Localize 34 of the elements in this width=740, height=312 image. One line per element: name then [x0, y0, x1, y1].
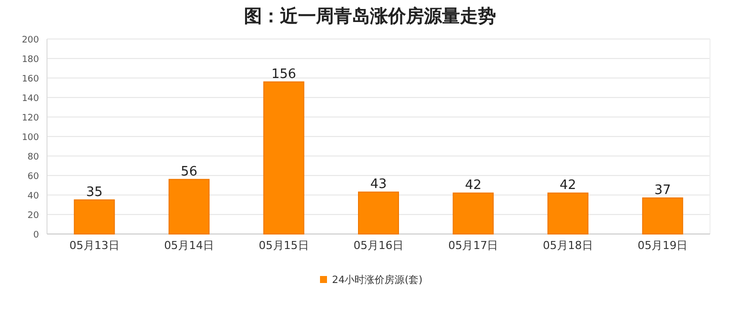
y-tick-label: 40 — [28, 192, 40, 202]
bar — [452, 192, 494, 234]
x-tick-label: 05月14日 — [164, 239, 214, 252]
bar — [263, 81, 304, 234]
y-tick-label: 120 — [22, 114, 40, 124]
bar — [547, 192, 588, 234]
y-tick-label: 100 — [22, 133, 40, 143]
x-tick-label: 05月16日 — [354, 239, 404, 252]
y-tick-label: 160 — [22, 74, 40, 84]
x-tick-label: 05月15日 — [258, 239, 309, 252]
y-tick-label: 200 — [22, 36, 40, 46]
y-tick-label: 0 — [33, 230, 40, 240]
data-label: 42 — [464, 178, 482, 194]
x-tick-label: 05月18日 — [542, 239, 593, 252]
y-tick-label: 140 — [22, 94, 40, 104]
bar — [358, 192, 399, 234]
x-tick-label: 05月17日 — [448, 239, 498, 252]
y-tick-label: 20 — [28, 211, 40, 221]
chart-title: 图：近一周青岛涨价房源量走势 — [244, 6, 496, 27]
x-tick-label: 05月19日 — [638, 239, 688, 252]
legend-label: 24小时涨价房源(套) — [332, 274, 423, 286]
bar — [74, 199, 115, 234]
y-tick-label: 180 — [22, 55, 40, 65]
bar — [168, 178, 210, 234]
data-label: 37 — [654, 182, 671, 198]
y-tick-label: 80 — [28, 152, 40, 162]
data-label: 43 — [370, 177, 387, 192]
y-tick-label: 60 — [28, 172, 40, 182]
data-label: 42 — [560, 178, 576, 194]
data-label: 56 — [180, 164, 198, 180]
x-tick-label: 05月13日 — [69, 239, 120, 252]
bar — [642, 197, 684, 234]
data-label: 156 — [271, 66, 296, 82]
data-label: 35 — [86, 184, 103, 200]
